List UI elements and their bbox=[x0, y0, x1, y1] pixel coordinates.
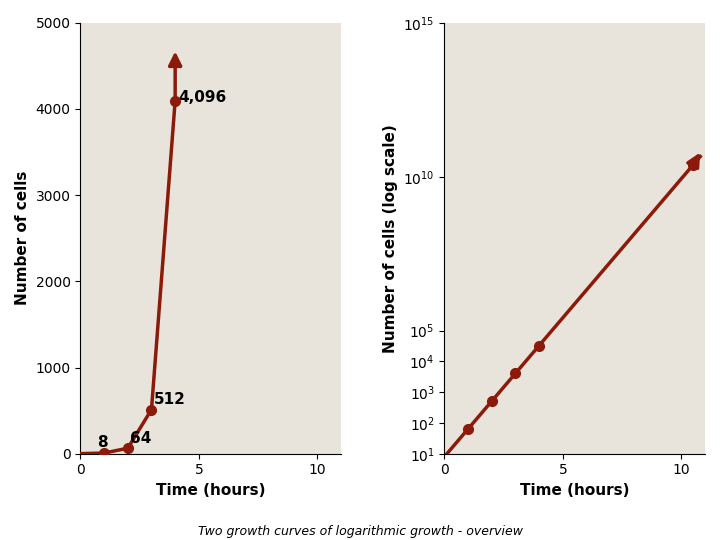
Y-axis label: Number of cells (log scale): Number of cells (log scale) bbox=[382, 124, 397, 353]
Text: Two growth curves of logarithmic growth - overview: Two growth curves of logarithmic growth … bbox=[197, 524, 523, 538]
X-axis label: Time (hours): Time (hours) bbox=[156, 483, 266, 498]
Text: 4,096: 4,096 bbox=[179, 90, 227, 105]
Text: 64: 64 bbox=[130, 431, 151, 446]
Text: 512: 512 bbox=[154, 392, 186, 407]
X-axis label: Time (hours): Time (hours) bbox=[520, 483, 629, 498]
Y-axis label: Number of cells: Number of cells bbox=[15, 171, 30, 306]
Text: 8: 8 bbox=[97, 435, 108, 450]
